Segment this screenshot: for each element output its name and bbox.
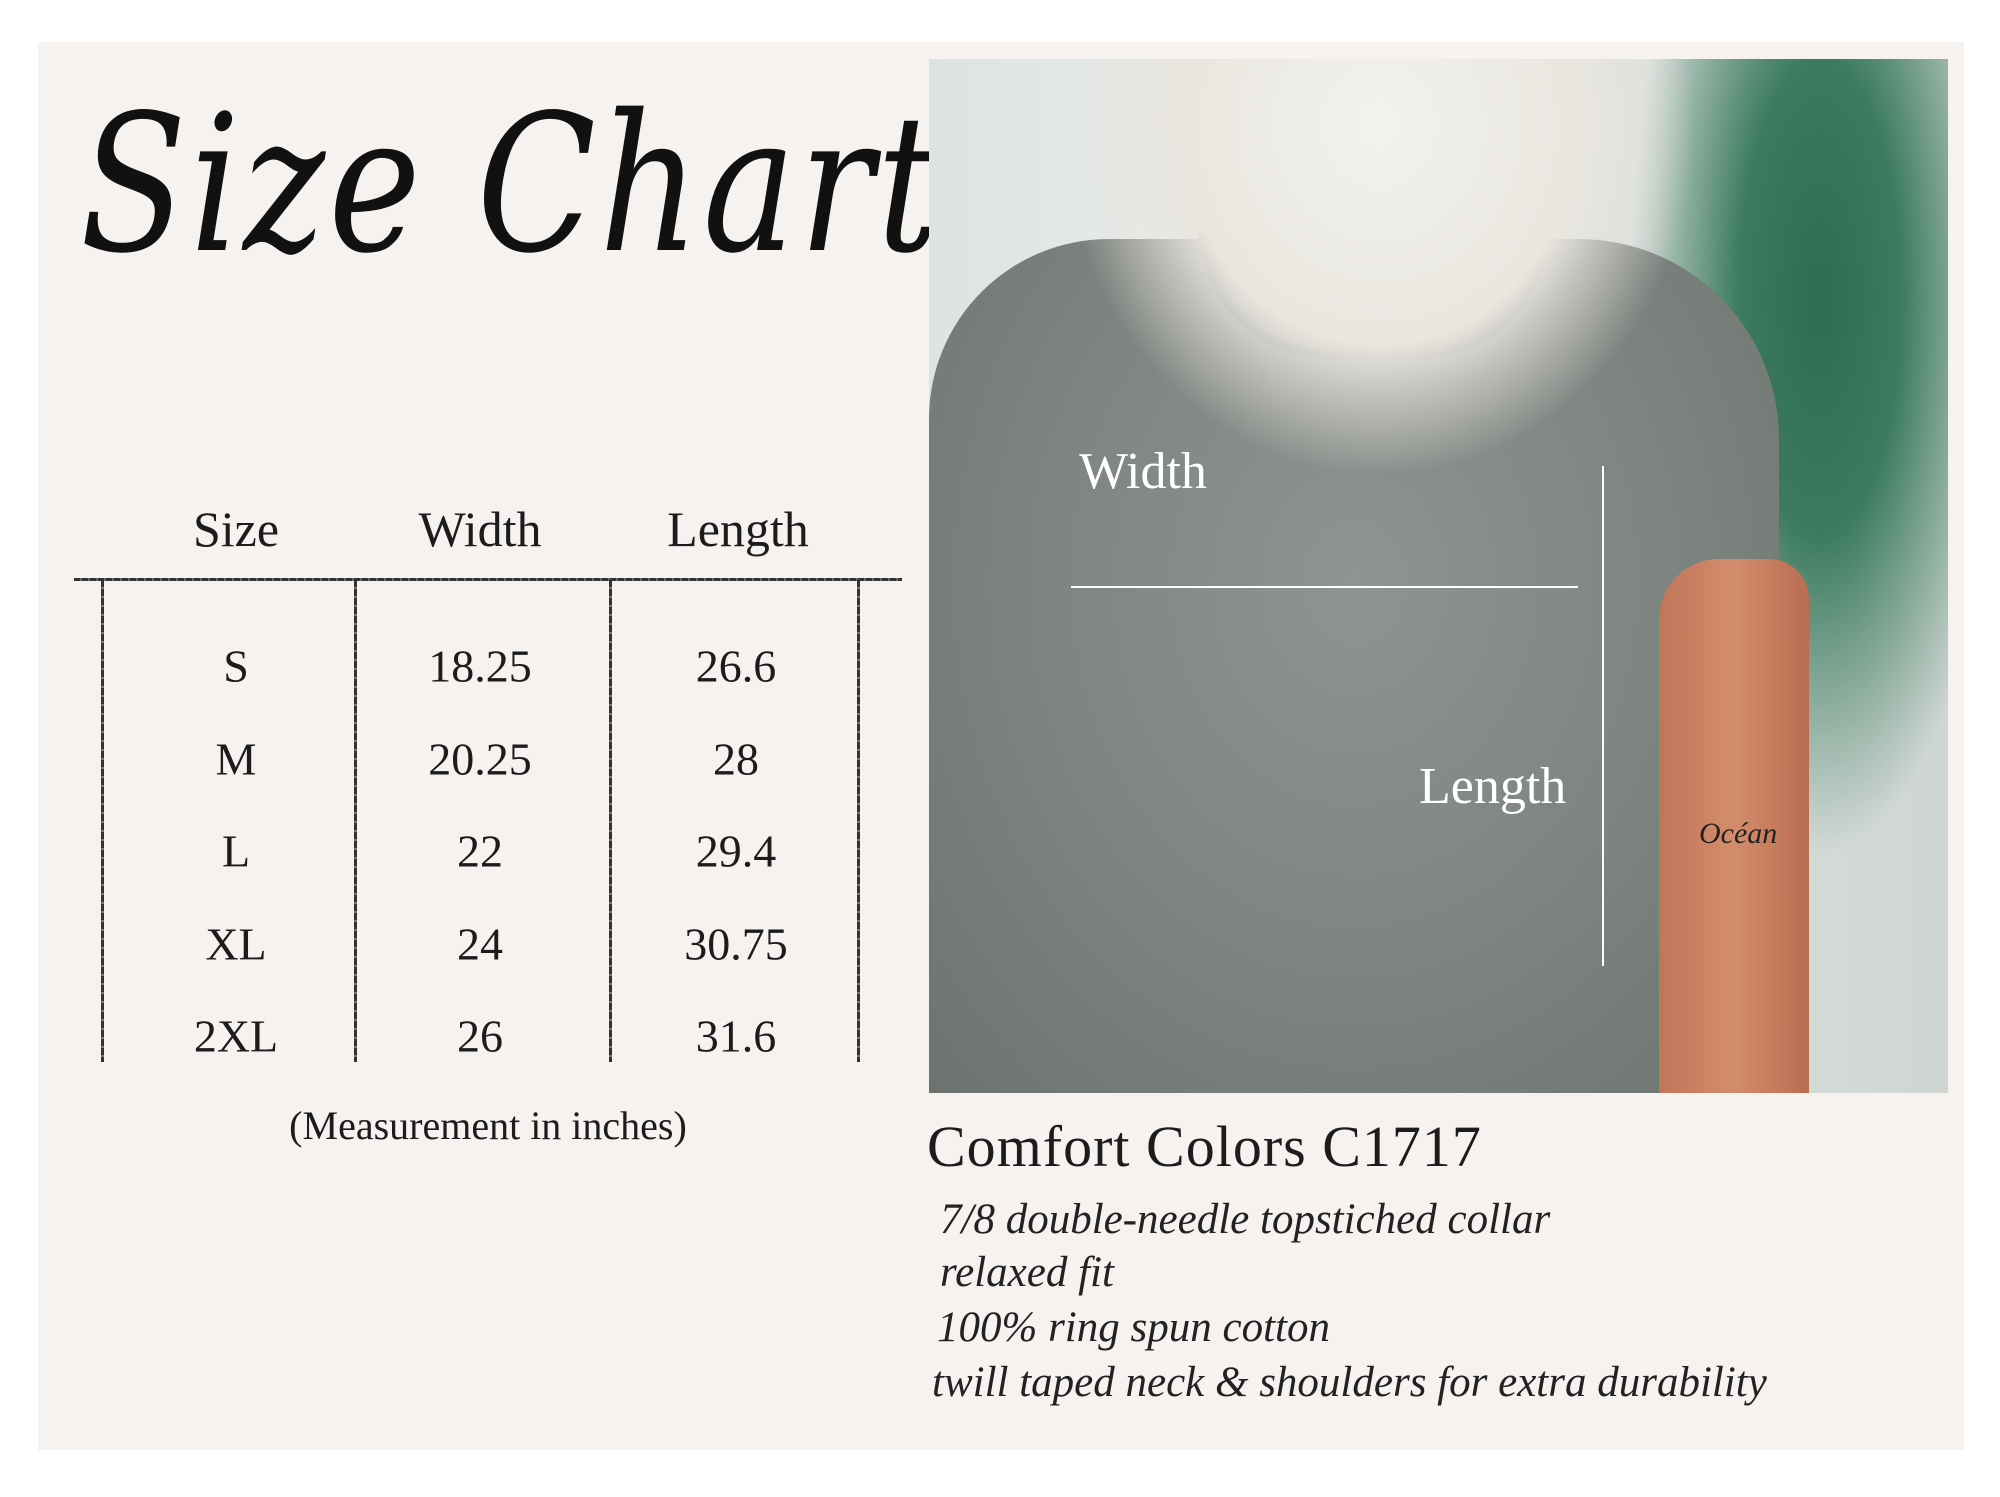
size-cell: S [223, 640, 249, 692]
width-label: Width [1079, 443, 1207, 500]
width-cell: 18.25 [428, 640, 532, 692]
header-length: Length [667, 501, 809, 557]
column-divider [857, 580, 860, 1062]
feature-item: 100% ring spun cotton [937, 1304, 1330, 1351]
column-divider [354, 580, 357, 1062]
length-cell: 30.75 [684, 918, 788, 970]
size-cell: 2XL [193, 1010, 279, 1062]
size-cell: L [221, 825, 251, 877]
model-hair [1069, 59, 1689, 469]
page-title: Size Chart [80, 74, 943, 295]
tattoo-text: Océan [1699, 817, 1778, 850]
width-cell: 20.25 [428, 733, 532, 785]
length-cell: 29.4 [695, 825, 777, 877]
width-cell: 26 [457, 1010, 503, 1062]
width-cell: 24 [457, 918, 503, 970]
feature-item: twill taped neck & shoulders for extra d… [932, 1359, 1767, 1406]
length-cell: 26.6 [695, 640, 777, 692]
length-cell: 31.6 [695, 1010, 777, 1062]
measurement-note: (Measurement in inches) [289, 1103, 687, 1148]
model-arm [1659, 559, 1809, 1093]
width-arrow [1071, 586, 1578, 588]
length-label: Length [1419, 758, 1567, 815]
column-divider [101, 580, 104, 1062]
length-arrow [1602, 466, 1604, 966]
header-divider [74, 578, 902, 581]
size-cell: M [215, 733, 257, 785]
feature-item: relaxed fit [940, 1249, 1114, 1296]
header-size: Size [192, 501, 280, 557]
header-width: Width [418, 501, 542, 557]
product-name: Comfort Colors C1717 [927, 1114, 1482, 1179]
column-divider [609, 580, 612, 1062]
product-photo: Width Length Océan [929, 59, 1948, 1093]
feature-item: 7/8 double-needle topstiched collar [940, 1196, 1551, 1243]
size-cell: XL [205, 918, 267, 970]
width-cell: 22 [457, 825, 503, 877]
length-cell: 28 [713, 733, 759, 785]
